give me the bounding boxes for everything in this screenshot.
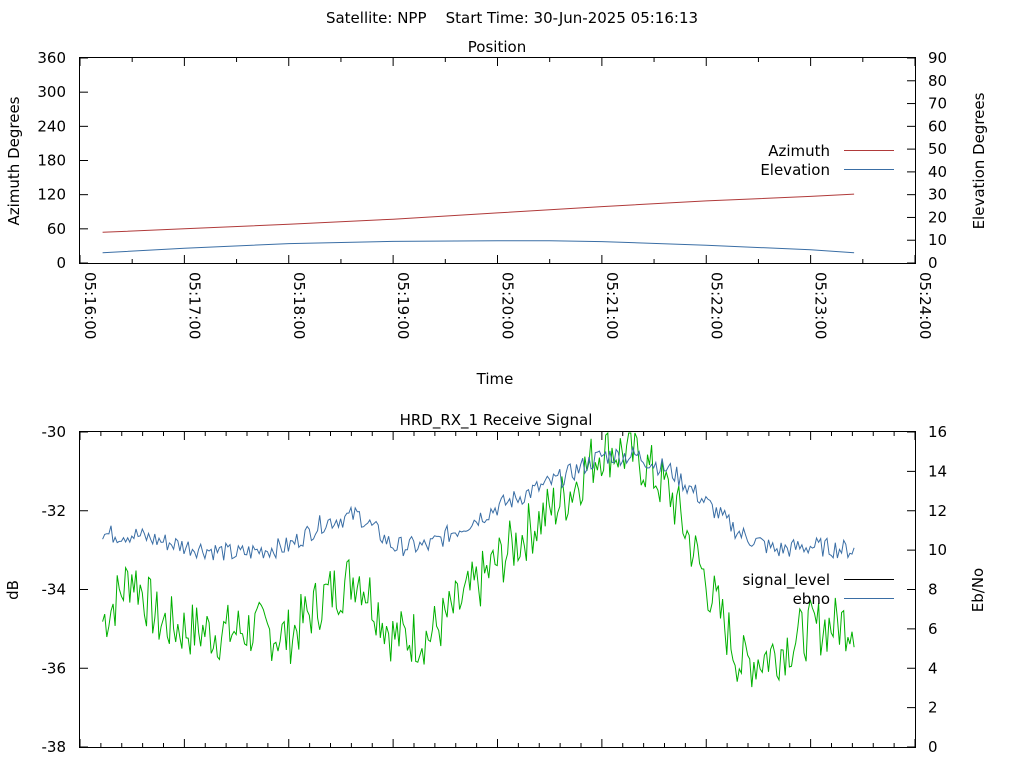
elevation-tick-label: 0 [928,254,938,272]
signal-ticks [79,431,916,748]
ebno-tick-label: 6 [928,620,938,638]
time-tick-labels: 05:16:00 05:17:00 05:18:00 05:19:00 05:20:00… [81,272,934,339]
elevation-tick-label: 30 [928,186,947,204]
position-chart-title: Position [468,38,526,56]
elevation-tick-label: 10 [928,231,947,249]
ebno-tick-label: 12 [928,502,947,520]
elevation-series-line [102,240,855,254]
ebno-tick-label: 10 [928,541,947,559]
signal-chart-title: HRD_RX_1 Receive Signal [400,411,593,430]
db-tick-label: -38 [42,738,67,756]
db-tick-label: -30 [42,423,67,441]
position-chart: Position 0 60 120 180 240 300 360 0 10 20 30 40 50 6… [5,38,988,388]
elevation-tick-label: 50 [928,140,947,158]
elevation-tick-label: 80 [928,72,947,90]
position-ticks [79,57,916,264]
ebno-tick-label: 8 [928,581,938,599]
azimuth-tick-labels: 0 60 120 180 240 300 360 [37,49,66,272]
ebno-tick-label: 14 [928,462,947,480]
time-tick-label: 05:23:00 [812,272,830,339]
signal-plot-frame [79,431,916,748]
green-series-line [102,431,855,688]
azimuth-tick-label: 60 [47,220,66,238]
legend-label-elevation: Elevation [760,161,830,179]
elevation-tick-label: 90 [928,49,947,67]
elevation-axis-label: Elevation Degrees [970,92,988,229]
azimuth-tick-label: 120 [37,186,66,204]
ebno-tick-label: 2 [928,699,938,717]
time-tick-label: 05:21:00 [603,272,621,339]
time-tick-label: 05:16:00 [81,272,99,339]
time-tick-label: 05:20:00 [499,272,517,339]
azimuth-axis-label: Azimuth Degrees [5,96,23,225]
ebno-tick-labels: 0 2 4 6 8 10 12 14 16 [928,423,947,756]
ebno-tick-label: 0 [928,738,938,756]
elevation-tick-label: 70 [928,95,947,113]
time-tick-label: 05:17:00 [185,272,203,339]
legend-label-signal-level: signal_level [742,571,830,590]
ebno-axis-label: Eb/No [969,568,987,612]
elevation-tick-labels: 0 10 20 30 40 50 60 70 80 90 [928,49,947,272]
time-axis-label: Time [476,370,514,388]
elevation-tick-label: 20 [928,208,947,226]
chart-main-title: Satellite: NPP Start Time: 30-Jun-2025 0… [326,9,698,27]
time-tick-label: 05:18:00 [290,272,308,339]
azimuth-tick-label: 240 [37,117,66,135]
db-tick-labels: -30 -32 -34 -36 -38 [42,423,67,756]
signal-legend: signal_level ebno [742,571,894,608]
ebno-tick-label: 4 [928,659,938,677]
time-tick-label: 05:22:00 [707,272,725,339]
legend-label-azimuth: Azimuth [768,142,830,160]
ebno-series-line [102,445,855,561]
azimuth-tick-label: 360 [37,49,66,67]
position-plot-frame [79,57,916,264]
azimuth-tick-label: 300 [37,83,66,101]
db-axis-label: dB [4,580,22,600]
db-tick-label: -34 [42,581,67,599]
time-tick-label: 05:19:00 [394,272,412,339]
elevation-tick-label: 60 [928,117,947,135]
db-tick-label: -36 [42,659,67,677]
signal-chart: HRD_RX_1 Receive Signal -30-32-34-36-38 … [4,411,987,756]
azimuth-tick-label: 0 [56,254,66,272]
azimuth-tick-label: 180 [37,152,66,170]
time-tick-label: 05:24:00 [916,272,934,339]
ebno-tick-label: 16 [928,423,947,441]
position-legend: Azimuth Elevation [760,142,894,179]
db-tick-label: -32 [42,502,67,520]
azimuth-series-line [102,193,855,233]
elevation-tick-label: 40 [928,163,947,181]
legend-label-ebno: ebno [793,590,830,608]
